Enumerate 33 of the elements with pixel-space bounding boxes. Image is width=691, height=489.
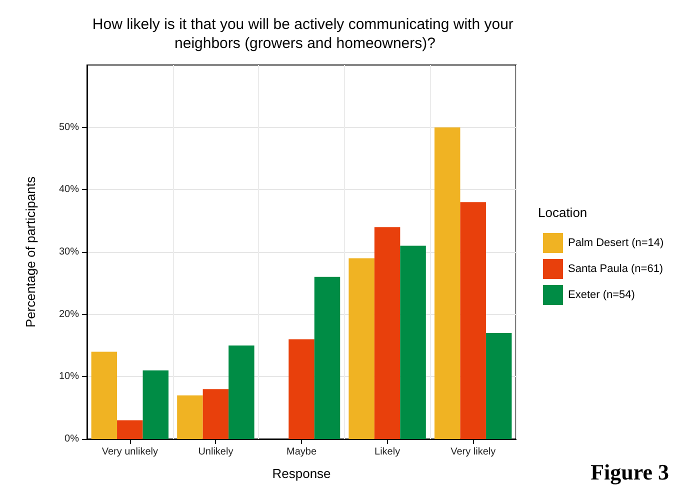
bar: [288, 339, 314, 439]
x-tick-label: Likely: [374, 446, 400, 458]
y-tick-label: 10%: [58, 371, 80, 382]
bar: [142, 370, 169, 439]
y-tick-label: 0%: [64, 434, 80, 444]
bar: [434, 127, 460, 439]
x-tick-label: Unlikely: [198, 446, 234, 458]
bar: [91, 352, 118, 439]
bar: [486, 333, 512, 439]
y-tick-label: 20%: [58, 308, 80, 320]
x-tick-label: Maybe: [286, 446, 317, 458]
chart-title: How likely is it that you will be actively communicating with your neighbors (growers and homeowners)?: [92, 16, 518, 52]
bar: [117, 420, 143, 439]
bar: [177, 395, 203, 439]
x-axis-title: Response: [272, 466, 331, 481]
bar: [228, 346, 254, 439]
x-tick-label: Very likely: [450, 446, 496, 458]
bar: [400, 246, 426, 439]
caption: Figure 3: [590, 460, 670, 484]
y-tick-label: 50%: [58, 122, 80, 133]
bar: [374, 227, 400, 439]
legend-label: Santa Paula (n=61): [568, 263, 664, 275]
legend-label: Palm Desert (n=14): [568, 237, 664, 249]
legend-title: Location: [538, 205, 588, 220]
y-axis-title: Percentage of participants: [23, 176, 38, 328]
bar: [460, 202, 486, 439]
legend-label: Exeter (n=54): [568, 289, 635, 301]
x-tick-label: Very unlikely: [102, 446, 158, 458]
y-tick-label: 40%: [58, 184, 80, 196]
y-tick-label: 30%: [58, 246, 80, 258]
bar: [202, 389, 229, 439]
bar: [348, 258, 374, 439]
bar: [314, 276, 340, 439]
